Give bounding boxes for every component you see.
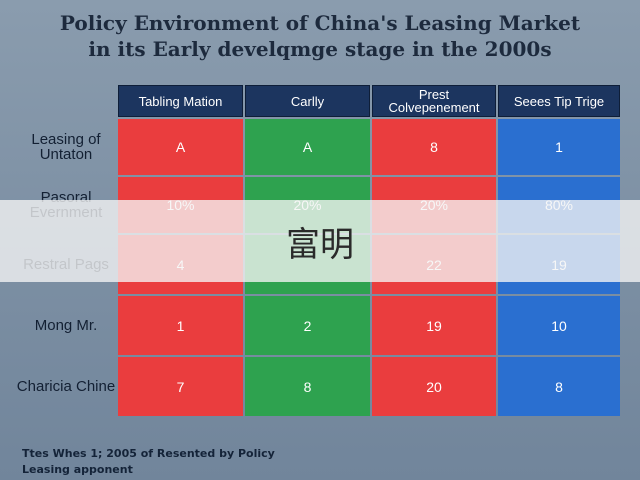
footnote-line-2: Leasing apponent [22,463,133,476]
overlay-band: 富明 [0,200,640,282]
table-cell: A [118,119,243,175]
column-header-2: Carlly [245,85,370,117]
chart-title: Policy Environment of China's Leasing Ma… [0,10,640,62]
table-cell: 1 [498,119,620,175]
title-line-1: Policy Environment of China's Leasing Ma… [59,11,581,35]
column-header-1: Tabling Mation [118,85,243,117]
footnote: Ttes Whes 1; 2005 of Resented by Policy … [22,446,442,478]
row-label-4: Mong Mr. [34,317,98,334]
footnote-line-1: Ttes Whes 1; 2005 of Resented by Policy [22,447,275,460]
table-cell: 10 [498,296,620,355]
overlay-text: 富明 [286,224,354,265]
table-cell: A [245,119,370,175]
column-header-3: Prest Colvepenement [372,85,496,117]
table-cell: 20 [372,357,496,416]
column-header-4: Seees Tip Trige [498,85,620,117]
table-cell: 7 [118,357,243,416]
table-cell: 8 [245,357,370,416]
row-label-1: Leasing of Untaton [31,131,101,163]
row-label-5: Charicia Chine [16,378,116,395]
table-cell: 8 [498,357,620,416]
table-cell: 8 [372,119,496,175]
table-cell: 1 [118,296,243,355]
table-cell: 2 [245,296,370,355]
table-cell: 19 [372,296,496,355]
table-corner [16,85,116,117]
title-line-2: in its Early develqmge stage in the 2000… [88,37,552,61]
